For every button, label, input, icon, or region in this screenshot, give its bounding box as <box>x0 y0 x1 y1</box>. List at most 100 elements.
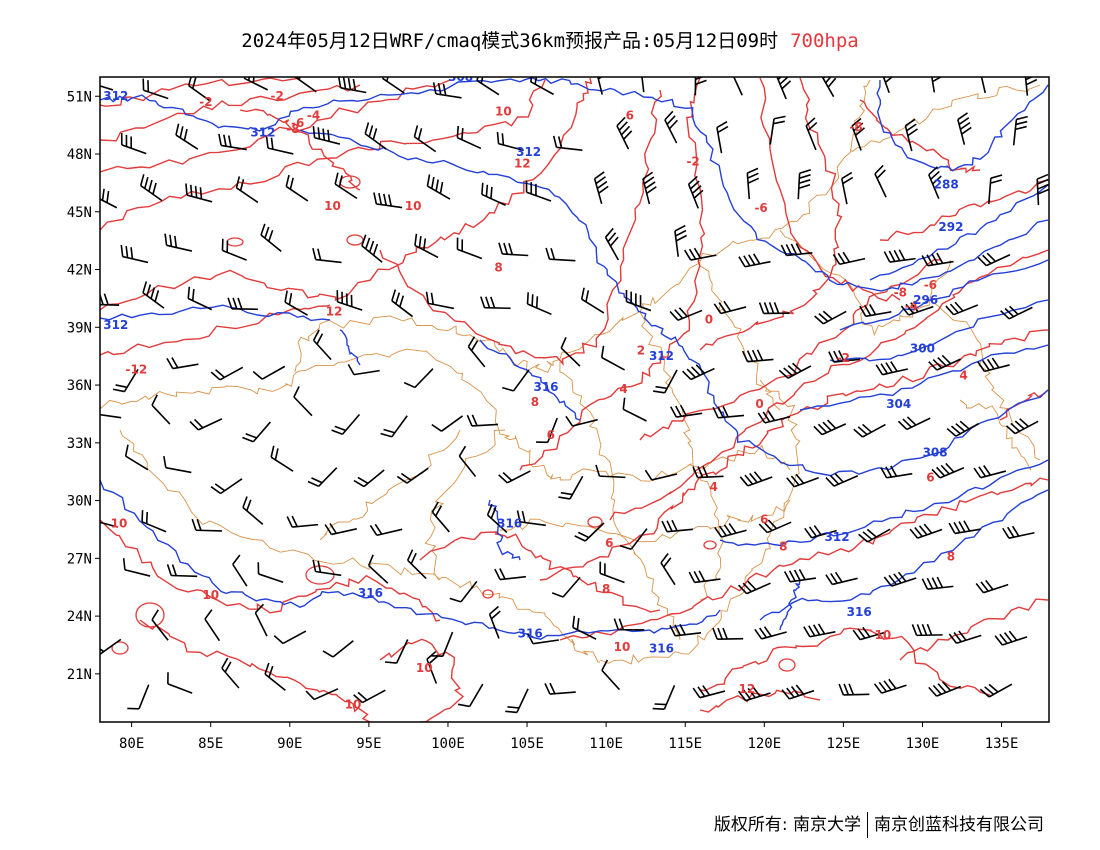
temperature-contour <box>759 77 901 302</box>
wind-barb <box>783 568 817 583</box>
wind-barb <box>286 515 319 528</box>
temperature-label: 8 <box>602 582 610 596</box>
wind-barb <box>574 522 605 542</box>
wind-barb <box>142 281 165 309</box>
wind-barb <box>139 174 163 202</box>
temperature-contour <box>859 99 981 174</box>
wind-barb <box>565 415 598 427</box>
x-tick-label: 105E <box>510 736 544 752</box>
height-contour <box>339 329 361 366</box>
wind-barb <box>270 445 294 472</box>
wind-barb <box>1005 418 1039 435</box>
copyright-text: 版权所有: 南京大学 <box>713 815 861 835</box>
height-label: 292 <box>938 220 963 234</box>
height-contour <box>876 79 1049 172</box>
wind-barb <box>653 369 678 394</box>
wind-barb <box>254 603 268 637</box>
boundary-line <box>100 348 562 481</box>
temperature-contours <box>100 77 1049 722</box>
wind-barb <box>142 78 169 100</box>
y-tick-label: 24N <box>67 609 92 625</box>
wind-barb <box>380 415 408 438</box>
height-contour <box>829 299 1049 363</box>
boundary-line <box>959 399 1032 471</box>
temperature-contour-closed <box>587 516 603 528</box>
temperature-label: -2 <box>686 155 699 169</box>
temperature-label: -8 <box>894 285 907 299</box>
wind-barb <box>260 223 282 252</box>
temperature-label: 12 <box>326 305 343 319</box>
wind-barb <box>486 503 508 534</box>
temperature-contour <box>139 619 371 722</box>
wind-barb <box>185 183 213 203</box>
wind-barb <box>911 623 943 637</box>
wind-barb <box>285 174 309 202</box>
height-contour <box>799 344 1049 411</box>
temperature-label: 10 <box>345 698 362 712</box>
wind-barb <box>595 464 626 479</box>
height-labels: 312 312 308 312 312 312 316 316 316 316 316 312 316 2… <box>103 77 963 656</box>
boundary-line <box>559 361 681 641</box>
temperature-contour-closed <box>778 658 796 672</box>
wind-barb <box>994 630 1028 646</box>
temperature-contour <box>379 89 662 366</box>
wind-barb <box>449 580 478 603</box>
wind-barb <box>163 455 192 474</box>
temperature-label: 4 <box>959 368 967 382</box>
wind-barb <box>841 171 854 205</box>
wind-barb <box>746 167 760 200</box>
wind-barb <box>361 234 383 263</box>
height-label: 312 <box>103 89 128 103</box>
height-contour <box>759 489 1049 621</box>
wind-barb <box>334 172 358 200</box>
temperature-label: 10 <box>405 199 422 213</box>
wind-barb <box>928 166 942 200</box>
wind-barb <box>505 688 529 714</box>
title-text: 2024年05月12日WRF/cmaq模式36km预报产品:05月12日09时 <box>241 30 779 52</box>
boundary-line <box>294 79 871 373</box>
wind-barb <box>456 125 482 150</box>
wind-barb <box>778 362 812 379</box>
wind-barb <box>641 77 645 93</box>
wind-barb <box>252 365 286 380</box>
temperature-label: 6 <box>760 513 768 527</box>
wind-barb <box>307 467 338 488</box>
wind-barb <box>644 469 678 481</box>
wind-barb <box>488 605 501 639</box>
copyright-footer: 版权所有: 南京大学 南京创蓝科技有限公司 <box>714 810 1044 838</box>
wind-barb <box>931 462 965 479</box>
wind-barb <box>713 300 747 315</box>
y-tick-label: 27N <box>67 551 92 567</box>
wind-barb <box>945 301 979 316</box>
wind-barb <box>825 473 859 487</box>
wind-barb <box>164 233 193 252</box>
temperature-contour <box>609 249 1049 521</box>
wind-barb <box>613 618 645 631</box>
wind-barb <box>457 683 484 708</box>
wind-barb <box>904 118 918 152</box>
y-tick-label: 39N <box>67 320 92 336</box>
wind-barb <box>257 562 284 584</box>
temperature-contour <box>100 77 593 311</box>
temperature-contour <box>699 77 843 351</box>
map-frame <box>99 76 1050 723</box>
temperature-label: -6 <box>754 201 767 215</box>
temperature-label: 10 <box>324 199 341 213</box>
wind-barb <box>814 310 847 325</box>
wind-barb <box>694 77 707 96</box>
wind-barb <box>883 571 917 587</box>
wind-barb <box>391 289 414 318</box>
wind-barb <box>1036 173 1049 206</box>
wind-barb <box>526 292 552 316</box>
wind-barb <box>187 286 213 311</box>
temperature-label: 6 <box>626 108 634 122</box>
temperature-contour <box>519 77 706 471</box>
wind-barb <box>642 171 657 205</box>
height-contour <box>479 339 581 421</box>
wind-barb <box>921 576 954 591</box>
wind-barb <box>242 496 264 525</box>
wind-barb <box>669 623 702 637</box>
height-label: 308 <box>923 445 948 459</box>
wind-barb <box>336 290 363 311</box>
height-contour <box>869 184 1049 281</box>
